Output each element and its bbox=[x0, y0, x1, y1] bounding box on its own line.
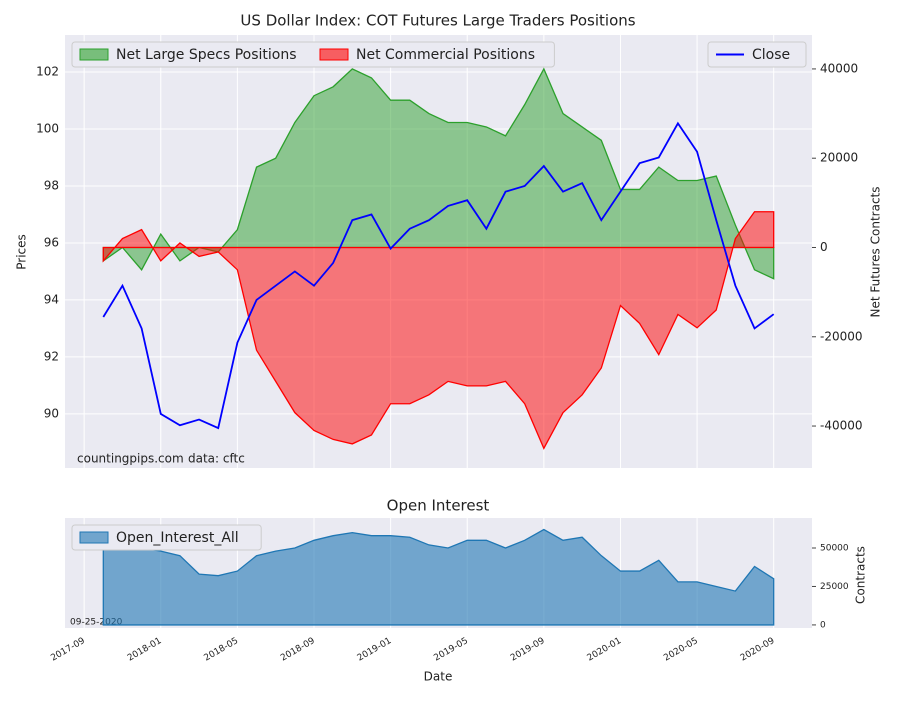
legend-label: Open_Interest_All bbox=[116, 530, 239, 546]
x-tick-label: 2019-09 bbox=[509, 636, 547, 664]
annotation: data: cftc bbox=[188, 452, 245, 466]
chart-title: Open Interest bbox=[387, 497, 490, 515]
y-axis-label: Contracts bbox=[854, 546, 868, 604]
y2-tick-label: 0 bbox=[820, 240, 828, 254]
y2-tick-label: 50000 bbox=[820, 544, 849, 554]
legend-swatch bbox=[319, 48, 349, 61]
x-tick-label: 2020-05 bbox=[662, 636, 700, 663]
annotation: countingpips.com bbox=[77, 452, 184, 466]
x-tick-label: 2019-01 bbox=[356, 636, 394, 663]
x-tick-label: 2018-09 bbox=[279, 636, 317, 664]
x-tick-label: 2020-01 bbox=[586, 636, 624, 663]
y2-tick-label: 40000 bbox=[820, 61, 858, 75]
legend-swatch bbox=[79, 48, 109, 61]
legend-label: Net Commercial Positions bbox=[356, 47, 535, 63]
y-tick-label: 100 bbox=[36, 122, 59, 136]
legend-label: Net Large Specs Positions bbox=[116, 47, 297, 63]
legend bbox=[71, 41, 555, 68]
legend bbox=[707, 41, 807, 68]
x-tick-label: 2019-05 bbox=[432, 636, 470, 663]
x-tick-label: 2018-05 bbox=[203, 636, 241, 663]
area bbox=[102, 528, 775, 626]
x-tick-label: 2017-09 bbox=[49, 636, 87, 664]
y-tick-label: 96 bbox=[44, 235, 59, 249]
y2-tick-label: -40000 bbox=[820, 419, 863, 433]
annotation: 09-25-2020 bbox=[70, 618, 123, 628]
y-tick-label: 90 bbox=[44, 406, 59, 420]
y2-axis-label: Net Futures Contracts bbox=[869, 186, 883, 317]
x-tick-label: 2020-09 bbox=[739, 636, 777, 664]
chart-title: US Dollar Index: COT Futures Large Trade… bbox=[240, 12, 635, 30]
x-axis-label: Date bbox=[424, 670, 453, 684]
legend-swatch bbox=[79, 531, 109, 544]
y-tick-label: 94 bbox=[44, 292, 59, 306]
legend bbox=[71, 524, 262, 551]
y-tick-label: 102 bbox=[36, 65, 59, 79]
x-tick-label: 2018-01 bbox=[126, 636, 164, 663]
y2-tick-label: 0 bbox=[820, 620, 826, 630]
y2-tick-label: 20000 bbox=[820, 151, 858, 165]
area bbox=[102, 211, 775, 450]
legend-label: Close bbox=[752, 47, 790, 63]
y-tick-label: 92 bbox=[44, 349, 59, 363]
y2-tick-label: 25000 bbox=[820, 582, 849, 592]
y2-tick-label: -20000 bbox=[820, 329, 863, 343]
line bbox=[102, 121, 775, 430]
y-tick-label: 98 bbox=[44, 178, 59, 192]
y-axis-label: Prices bbox=[15, 234, 29, 270]
